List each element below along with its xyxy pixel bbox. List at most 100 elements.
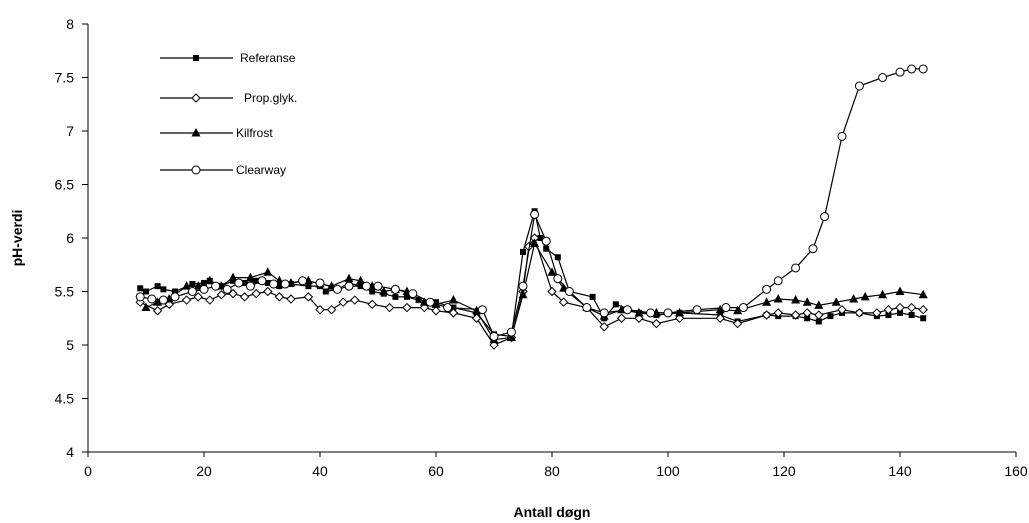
data-point-clearway	[280, 279, 290, 289]
data-point-kilfrost	[356, 275, 366, 285]
data-point-kilfrost	[344, 273, 354, 283]
data-point-prop-glyk	[558, 297, 569, 307]
data-point-prop-glyk	[616, 313, 627, 323]
x-tick-label: 20	[196, 463, 212, 479]
data-point-clearway	[332, 284, 342, 294]
data-point-referanse	[143, 288, 149, 295]
data-point-referanse	[305, 283, 312, 290]
data-point-prop-glyk	[239, 292, 250, 302]
x-tick-label: 160	[1004, 463, 1028, 479]
data-point-prop-glyk	[251, 288, 261, 299]
x-tick-label: 0	[84, 463, 92, 479]
legend-item-prop-glyk: Prop.glyk.	[160, 91, 297, 105]
data-point-clearway	[530, 209, 540, 219]
data-point-prop-glyk	[181, 295, 192, 305]
data-point-prop-glyk	[883, 304, 894, 315]
data-point-clearway	[773, 276, 783, 286]
data-point-prop-glyk	[651, 318, 662, 329]
legend-label: Referanse	[240, 51, 296, 65]
data-point-clearway	[408, 289, 418, 299]
data-point-kilfrost	[182, 281, 192, 290]
legend-item-clearway: Clearway	[160, 163, 286, 177]
data-point-prop-glyk	[193, 292, 203, 302]
data-point-prop-glyk	[715, 313, 725, 323]
legend-marker-referanse	[193, 55, 199, 61]
data-point-clearway	[135, 292, 145, 302]
data-point-kilfrost	[506, 332, 516, 342]
data-point-prop-glyk	[384, 302, 395, 313]
data-point-clearway	[257, 276, 267, 286]
data-point-clearway	[518, 281, 528, 291]
y-tick-label: 8	[66, 16, 74, 32]
data-point-referanse	[369, 288, 376, 295]
data-point-clearway	[425, 297, 435, 307]
data-point-referanse	[897, 309, 903, 316]
data-point-clearway	[187, 287, 197, 296]
data-point-kilfrost	[773, 293, 783, 303]
data-point-prop-glyk	[152, 306, 163, 316]
legend-marker-prop-glyk	[191, 93, 201, 103]
data-point-clearway	[170, 292, 180, 302]
data-point-clearway	[373, 281, 383, 291]
data-point-referanse	[885, 312, 892, 319]
data-point-prop-glyk	[471, 313, 482, 323]
data-point-kilfrost	[141, 302, 151, 312]
y-tick-label: 6.5	[55, 177, 75, 193]
data-point-clearway	[646, 308, 656, 318]
data-point-prop-glyk	[761, 310, 772, 320]
data-point-kilfrost	[831, 297, 841, 306]
data-point-clearway	[390, 284, 400, 294]
y-tick-label: 7	[66, 123, 74, 139]
data-point-referanse	[172, 288, 178, 295]
data-point-clearway	[211, 281, 221, 291]
data-point-referanse	[815, 318, 822, 325]
x-tick-label: 100	[656, 463, 680, 479]
data-point-clearway	[147, 294, 157, 304]
data-point-kilfrost	[245, 272, 255, 282]
data-point-clearway	[582, 303, 592, 313]
series-line-kilfrost	[145, 241, 924, 341]
data-point-kilfrost	[228, 272, 238, 282]
legend-label: Kilfrost	[236, 126, 273, 140]
y-tick-label: 4	[66, 444, 74, 460]
data-point-kilfrost	[762, 297, 772, 306]
data-point-clearway	[599, 308, 609, 318]
y-tick-label: 4.5	[55, 391, 75, 407]
data-point-referanse	[253, 277, 260, 284]
x-tick-label: 60	[428, 463, 444, 479]
series-prop-glyk	[135, 233, 928, 350]
data-point-kilfrost	[448, 295, 458, 304]
data-point-kilfrost	[895, 286, 905, 295]
data-point-kilfrost	[547, 267, 557, 276]
legend-label: Prop.glyk.	[244, 91, 297, 105]
series-layer	[135, 64, 928, 350]
data-point-kilfrost	[715, 304, 725, 314]
data-point-kilfrost	[153, 297, 163, 306]
data-point-clearway	[692, 305, 702, 315]
data-point-kilfrost	[860, 291, 870, 301]
legend-marker-clearway	[191, 165, 201, 175]
data-point-prop-glyk	[854, 308, 865, 318]
data-point-referanse	[137, 285, 144, 292]
data-point-referanse	[241, 279, 248, 286]
data-point-referanse	[415, 297, 422, 304]
data-point-clearway	[918, 64, 928, 74]
data-point-prop-glyk	[814, 310, 824, 320]
data-point-kilfrost	[918, 289, 928, 299]
data-point-prop-glyk	[547, 286, 557, 297]
data-point-clearway	[854, 81, 864, 91]
data-point-referanse	[612, 301, 619, 308]
data-point-prop-glyk	[326, 304, 337, 315]
data-point-clearway	[234, 278, 244, 288]
data-point-clearway	[622, 305, 632, 315]
data-point-referanse	[908, 312, 915, 319]
y-axis-ticks: 4 4.5 5 5.5 6 6.5 7 7.5 8	[55, 16, 88, 460]
legend-item-referanse: Referanse	[160, 51, 296, 65]
data-point-prop-glyk	[732, 318, 743, 329]
data-point-clearway	[721, 303, 731, 313]
data-point-referanse	[827, 313, 834, 320]
data-point-referanse	[392, 293, 399, 300]
data-point-kilfrost	[634, 307, 644, 317]
data-point-clearway	[245, 281, 255, 291]
